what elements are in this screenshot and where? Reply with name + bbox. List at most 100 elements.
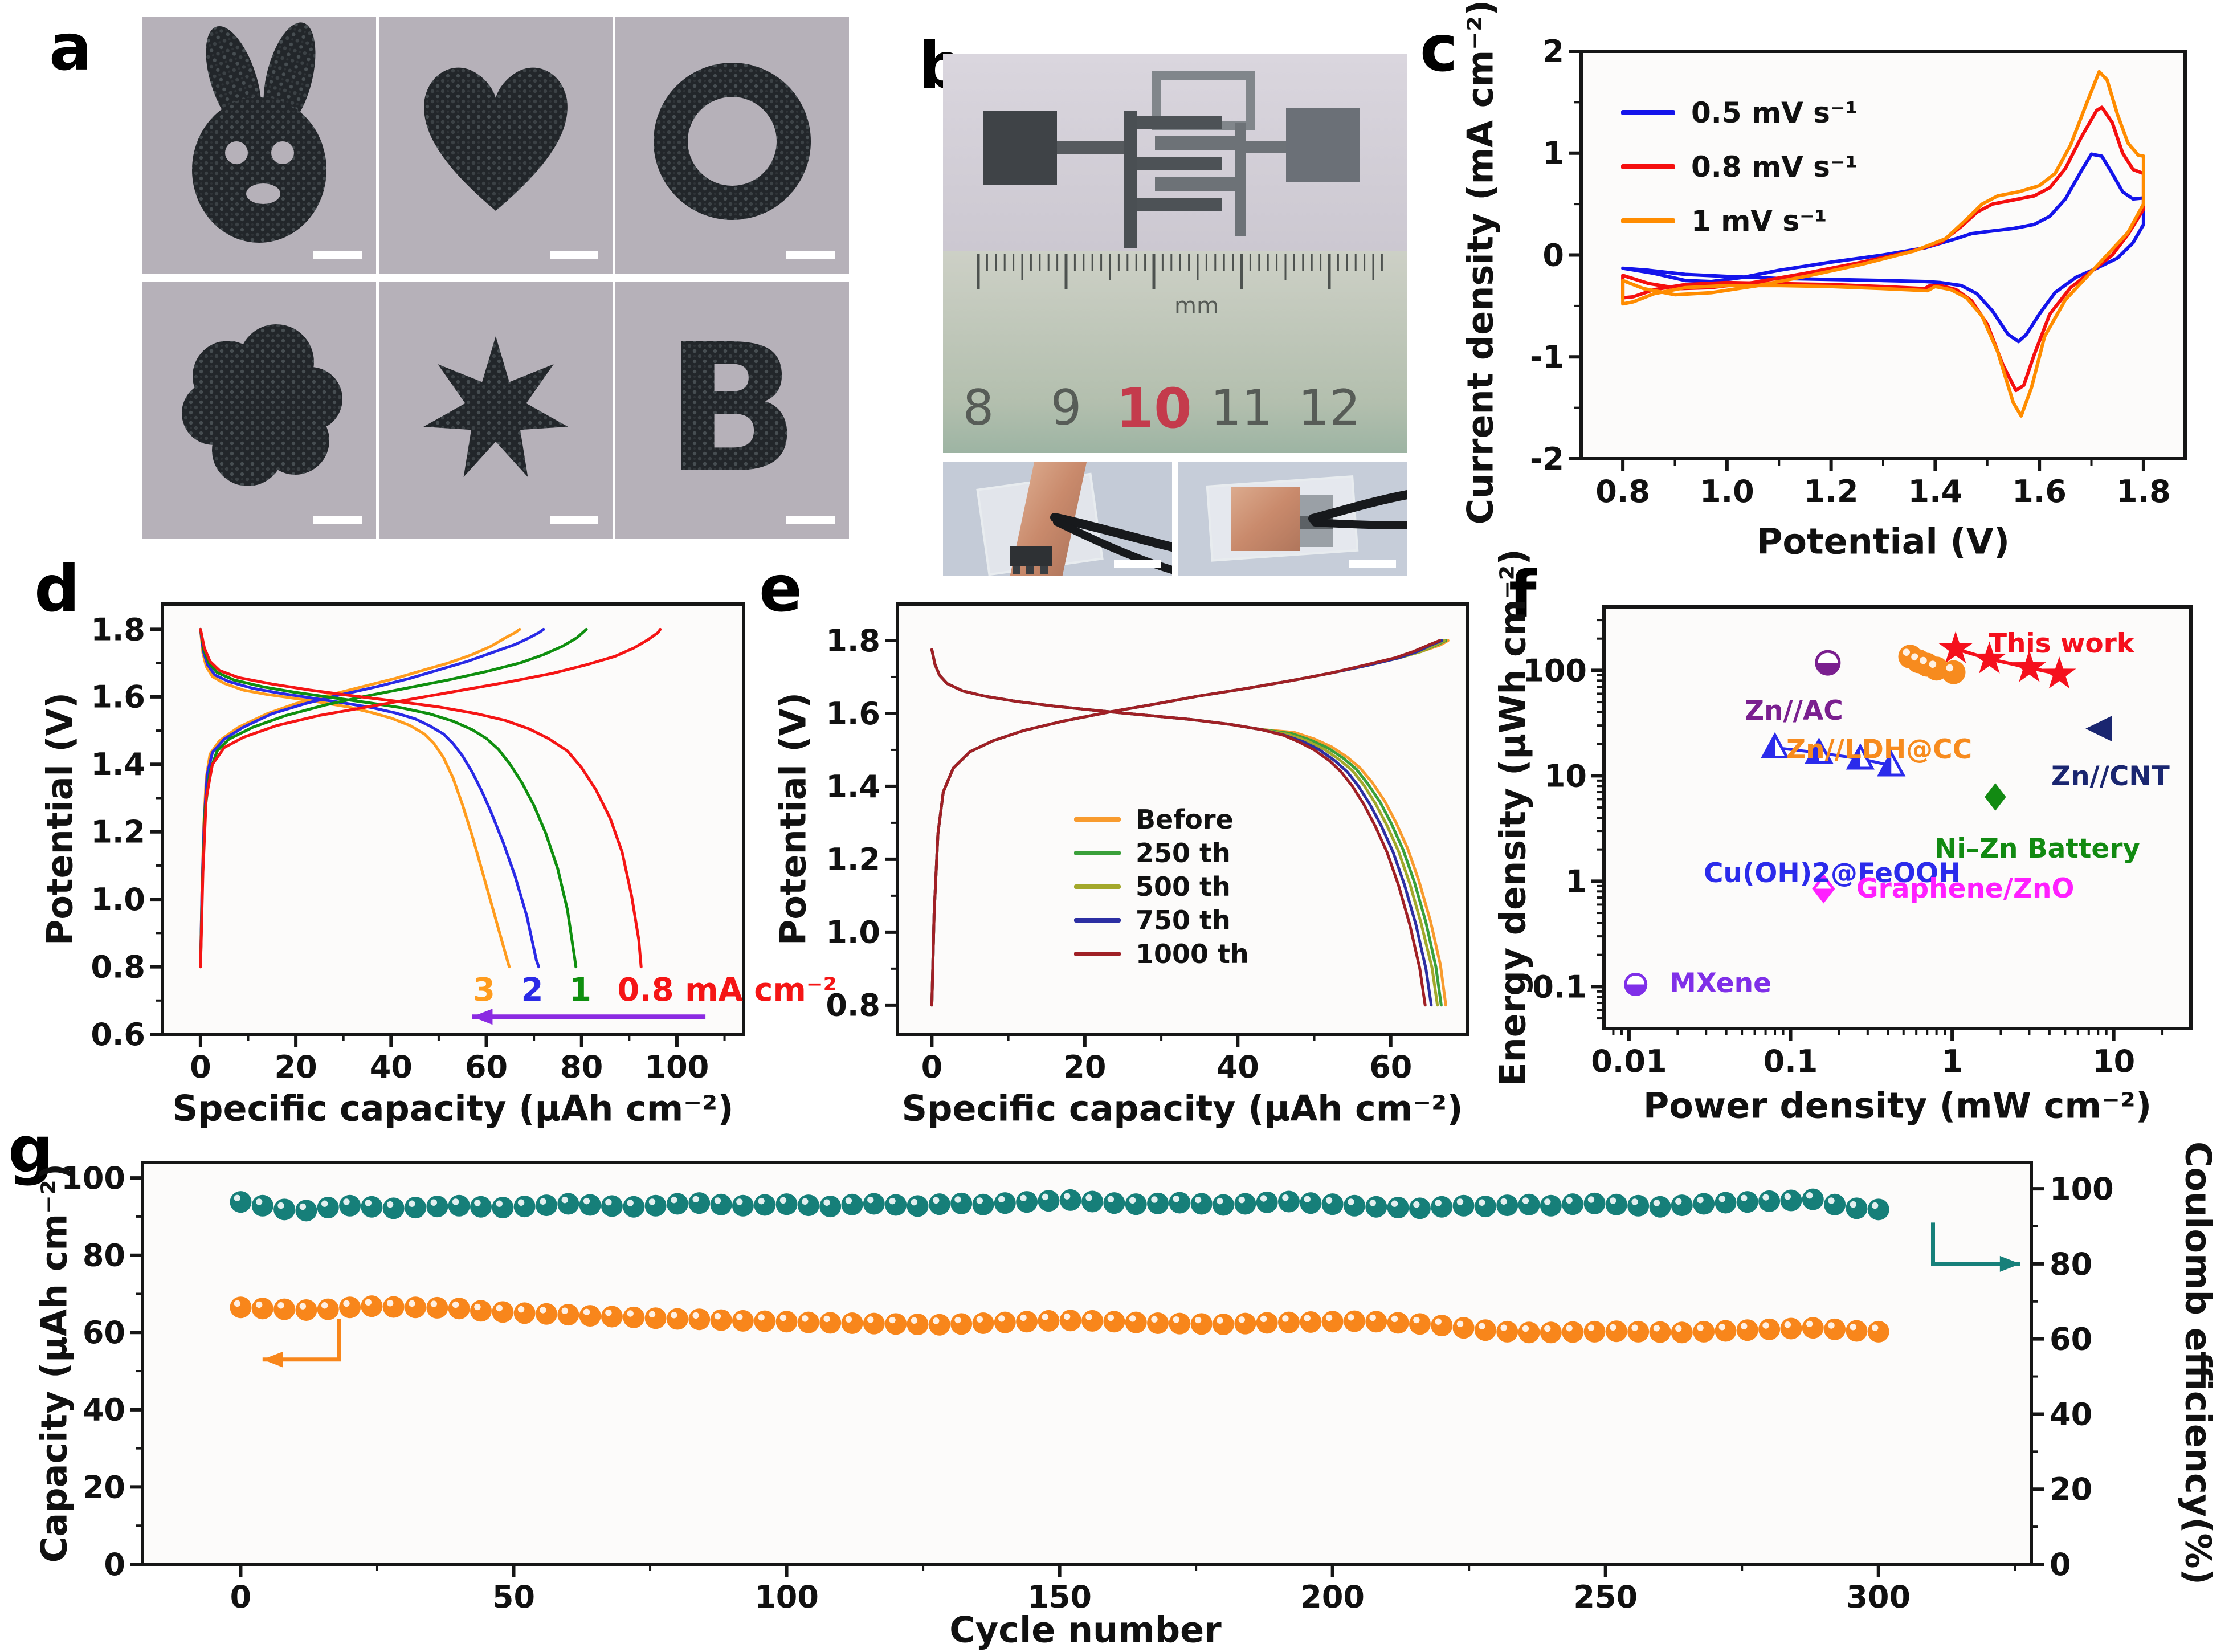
scale-bar (786, 516, 835, 524)
chart-cycling: 0 50 100 150 200 250 300 0 20 40 60 80 100 0 20 40 60 80 1… (61, 1160, 2114, 1615)
svg-text:0: 0 (2050, 1547, 2071, 1582)
e-y-axis-title: Potential (V) (772, 692, 814, 946)
svg-text:0.8: 0.8 (826, 988, 880, 1023)
panel-letter-d: d (34, 552, 80, 626)
svg-text:1.6: 1.6 (91, 679, 145, 715)
label-this-work: This work (1989, 628, 2135, 659)
ruler-number-9: 9 (1051, 380, 1082, 437)
svg-text:50: 50 (492, 1579, 535, 1615)
rate-08: 0.8 mA cm⁻² (617, 972, 837, 1009)
photo-letter-b: B (615, 282, 849, 539)
scale-bar (1114, 560, 1161, 568)
interdigitated-device (983, 71, 1360, 248)
legend-item: 0.8 mV s⁻¹ (1621, 140, 1858, 194)
device-ruler-graphic: mm 8 9 10 11 12 (943, 54, 1407, 453)
e-x-axis-title: Specific capacity (µAh cm⁻²) (901, 1087, 1463, 1129)
ruler-number-12: 12 (1298, 380, 1360, 437)
svg-text:1.0: 1.0 (826, 915, 880, 951)
panel-letter-f: f (1509, 558, 1537, 632)
svg-text:0.01: 0.01 (1591, 1043, 1667, 1079)
svg-text:20: 20 (2050, 1471, 2092, 1507)
cycle-gcd-legend: Before 250 th 500 th 750 th 1000 th (1074, 802, 1249, 970)
photo-cloud (142, 282, 376, 539)
label-cu-oh-feooh: Cu(OH)2@FeOOH (1704, 858, 1961, 889)
svg-text:40: 40 (370, 1049, 413, 1085)
label-zn-ac: Zn//AC (1745, 695, 1843, 727)
ring-shape (654, 63, 835, 259)
svg-text:100: 100 (1522, 652, 1587, 688)
svg-text:60: 60 (465, 1049, 508, 1085)
ruler-number-11: 11 (1210, 380, 1272, 437)
svg-text:0.8: 0.8 (1595, 474, 1650, 509)
svg-text:200: 200 (1300, 1579, 1365, 1615)
legend-item: 750 th (1074, 903, 1249, 937)
svg-text:10: 10 (2092, 1043, 2135, 1079)
svg-text:1.4: 1.4 (91, 747, 145, 782)
svg-text:300: 300 (1846, 1579, 1911, 1615)
legend-label: Before (1136, 803, 1234, 835)
legend-label: 1000 th (1136, 938, 1249, 969)
scale-bar (550, 516, 598, 524)
svg-text:-2: -2 (1530, 441, 1564, 477)
svg-text:0.1: 0.1 (1764, 1043, 1818, 1079)
legend-swatch (1621, 218, 1675, 223)
svg-text:0: 0 (230, 1579, 252, 1615)
svg-text:1: 1 (1565, 863, 1587, 899)
legend-swatch (1074, 917, 1121, 923)
d-y-axis-title: Potential (V) (39, 692, 81, 946)
chart-cv: 0.8 1.0 1.2 1.4 1.6 1.8 -2 -1 0 1 2 (1530, 34, 2187, 509)
photo-bunny (142, 17, 376, 274)
bunny-shape (192, 22, 362, 259)
svg-text:40: 40 (1217, 1049, 1259, 1085)
legend-label: 0.5 mV s⁻¹ (1691, 96, 1858, 129)
svg-text:100: 100 (61, 1160, 125, 1196)
f-y-axis-title: Energy density (µWh cm⁻²) (1492, 549, 1534, 1087)
label-mxene: MXene (1669, 968, 1771, 999)
tweezers (1050, 513, 1172, 552)
svg-text:60: 60 (83, 1315, 125, 1351)
legend-item: 1000 th (1074, 937, 1249, 970)
svg-text:1.0: 1.0 (91, 882, 145, 917)
svg-text:250: 250 (1573, 1579, 1638, 1615)
heart-shape (424, 67, 598, 259)
legend-label: 750 th (1136, 904, 1231, 936)
scale-bar (1349, 560, 1396, 568)
panel-letter-e: e (759, 552, 802, 626)
svg-text:1.4: 1.4 (826, 769, 880, 805)
svg-text:0: 0 (104, 1547, 125, 1582)
chart-cycle-gcd: 0 20 40 60 0.8 1.0 1.2 1.4 1.6 1.8 (826, 602, 1469, 1085)
svg-text:-1: -1 (1530, 339, 1564, 375)
svg-text:1.2: 1.2 (91, 814, 145, 850)
svg-text:100: 100 (2050, 1171, 2114, 1207)
ruler: mm 8 9 10 11 12 (943, 251, 1407, 453)
svg-text:40: 40 (2050, 1396, 2092, 1432)
svg-text:0.8: 0.8 (91, 949, 145, 985)
c-y-axis-title: Current density (mA cm⁻²) (1459, 0, 1501, 525)
tweezers (1308, 490, 1407, 523)
svg-text:2: 2 (1542, 34, 1564, 70)
ruler-number-8: 8 (963, 380, 994, 437)
svg-text:80: 80 (83, 1238, 125, 1274)
svg-text:0.6: 0.6 (91, 1017, 145, 1053)
panel-letter-c: c (1420, 12, 1458, 86)
svg-text:20: 20 (1063, 1049, 1106, 1085)
legend-label: 0.8 mV s⁻¹ (1691, 150, 1858, 183)
svg-text:150: 150 (1027, 1579, 1092, 1615)
legend-swatch (1074, 817, 1121, 822)
photo-heart (379, 17, 613, 274)
device-tweezers-graphic-2 (1206, 475, 1407, 568)
photo-ring (615, 17, 849, 274)
chart-ragone: 0.01 0.1 1 10 0.1 1 10 100 (1522, 605, 2193, 1079)
photo-star (379, 282, 613, 539)
panel-letter-g: g (8, 1113, 54, 1187)
legend-swatch (1074, 884, 1121, 889)
svg-text:10: 10 (1544, 758, 1587, 794)
svg-text:0: 0 (1542, 237, 1564, 273)
legend-swatch (1621, 164, 1675, 169)
svg-text:100: 100 (754, 1579, 819, 1615)
photo-device-tweezers-1 (943, 462, 1172, 576)
legend-label: 1 mV s⁻¹ (1691, 204, 1827, 238)
svg-text:1.4: 1.4 (1908, 474, 1963, 509)
scale-bar (550, 251, 598, 259)
svg-text:20: 20 (275, 1049, 317, 1085)
